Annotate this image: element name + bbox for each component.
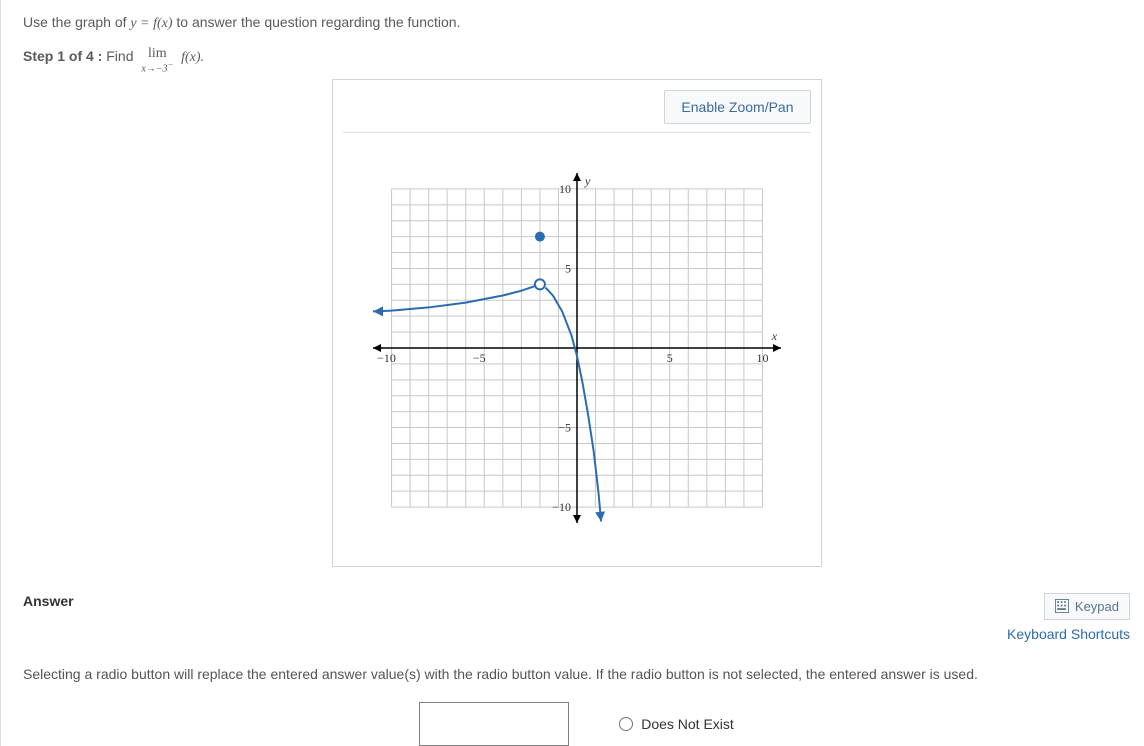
answer-heading: Answer (23, 593, 74, 609)
svg-text:−5: −5 (472, 351, 485, 365)
step-label: Step 1 of 4 : (23, 48, 102, 64)
step-text: Find (106, 48, 137, 64)
enable-zoom-button[interactable]: Enable Zoom/Pan (664, 90, 810, 124)
svg-text:y: y (584, 174, 591, 188)
intro-text-1: Use the graph of (23, 14, 130, 30)
function-graph[interactable]: −10−5510−10−5510xy (343, 143, 811, 553)
svg-text:10: 10 (559, 182, 571, 196)
svg-text:5: 5 (666, 351, 672, 365)
svg-text:−10: −10 (552, 500, 571, 514)
svg-text:−10: −10 (377, 351, 396, 365)
intro-eq: y = f(x) (130, 16, 172, 31)
svg-text:10: 10 (756, 351, 768, 365)
keypad-button[interactable]: Keypad (1044, 593, 1130, 620)
intro-text-2: to answer the question regarding the fun… (176, 14, 460, 30)
does-not-exist-radio[interactable] (619, 717, 633, 731)
svg-text:−5: −5 (558, 420, 571, 434)
does-not-exist-option[interactable]: Does Not Exist (619, 716, 734, 732)
svg-text:5: 5 (565, 261, 571, 275)
svg-text:x: x (770, 329, 777, 343)
does-not-exist-label: Does Not Exist (641, 716, 734, 732)
answer-input[interactable] (419, 702, 569, 746)
keyboard-shortcuts-link[interactable]: Keyboard Shortcuts (1007, 626, 1130, 642)
chart-panel: Enable Zoom/Pan −10−5510−10−5510xy (332, 79, 822, 567)
keypad-icon (1055, 599, 1069, 613)
answer-hint: Selecting a radio button will replace th… (23, 666, 1130, 682)
limit-top: lim (148, 48, 167, 61)
limit-bot: x→−3− (141, 61, 173, 73)
limit-fn: f(x). (181, 50, 204, 65)
